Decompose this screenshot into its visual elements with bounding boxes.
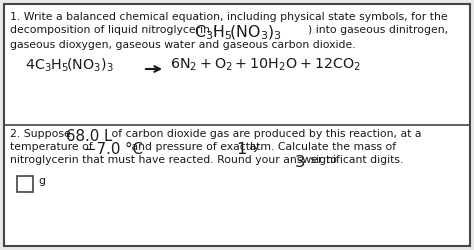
Text: 68.0 L: 68.0 L <box>66 129 112 144</box>
Text: g: g <box>38 176 45 186</box>
Text: ) into gaseous dinitrogen,: ) into gaseous dinitrogen, <box>308 25 448 35</box>
Text: temperature of: temperature of <box>10 142 96 152</box>
FancyBboxPatch shape <box>4 4 470 246</box>
Text: gaseous dioxygen, gaseous water and gaseous carbon dioxide.: gaseous dioxygen, gaseous water and gase… <box>10 40 356 50</box>
Text: $\mathregular{C_3H_5\!\left(NO_3\right)_3}$: $\mathregular{C_3H_5\!\left(NO_3\right)_… <box>194 24 282 42</box>
Text: $\mathregular{6N_2 + O_2 + 10H_2O + 12CO_2}$: $\mathregular{6N_2 + O_2 + 10H_2O + 12CO… <box>170 57 361 74</box>
Text: nitroglycerin that must have reacted. Round your answer to: nitroglycerin that must have reacted. Ro… <box>10 155 340 165</box>
FancyBboxPatch shape <box>17 176 33 192</box>
Text: significant digits.: significant digits. <box>307 155 403 165</box>
Text: 2. Suppose: 2. Suppose <box>10 129 74 139</box>
Text: atm. Calculate the mass of: atm. Calculate the mass of <box>246 142 396 152</box>
Text: 3: 3 <box>295 155 305 170</box>
Text: −7.0 °C: −7.0 °C <box>84 142 143 157</box>
Text: 1: 1 <box>236 142 246 157</box>
Text: $\mathregular{4C_3H_5\!\left(NO_3\right)_3}$: $\mathregular{4C_3H_5\!\left(NO_3\right)… <box>25 57 114 74</box>
Text: of carbon dioxide gas are produced by this reaction, at a: of carbon dioxide gas are produced by th… <box>108 129 421 139</box>
Text: 1. Write a balanced chemical equation, including physical state symbols, for the: 1. Write a balanced chemical equation, i… <box>10 12 447 22</box>
Text: decomposition of liquid nitroglycerin (: decomposition of liquid nitroglycerin ( <box>10 25 218 35</box>
Text: and pressure of exactly: and pressure of exactly <box>128 142 263 152</box>
